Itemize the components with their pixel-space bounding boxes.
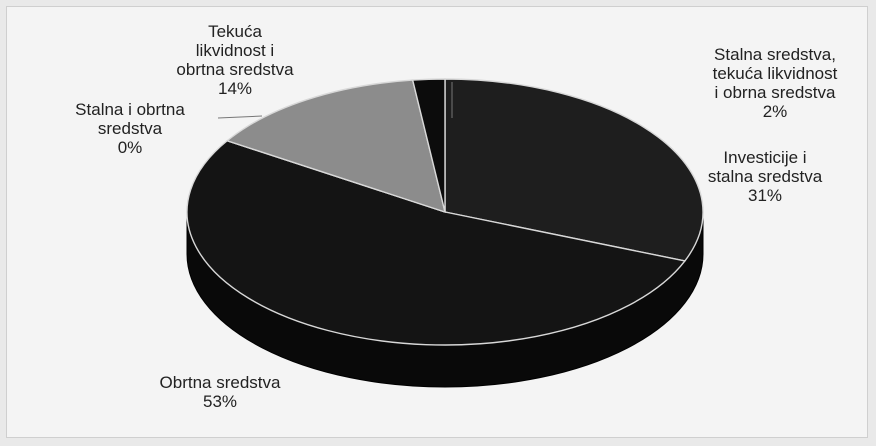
label-obrtna: Obrtna sredstva 53%: [159, 373, 281, 411]
pie-slice-obrtna-sredstva: [186, 139, 687, 346]
leader-lines: [217, 82, 453, 119]
label-stalna-obrtna: Stalna i obrtna sredstva 0%: [75, 100, 185, 157]
pie-slice-tekuca-likvidnost-i-obrtna-sredstva: [225, 79, 446, 214]
pie-slices: [186, 78, 704, 346]
pie-slice-investicije-i-stalna-sredstva: [444, 78, 704, 262]
label-stalna-sredstva: Stalna sredstva, tekuća likvidnost i obr…: [712, 45, 838, 121]
leader-line-0: [217, 115, 263, 119]
label-investicije: Investicije i stalna sredstva 31%: [707, 148, 823, 205]
pie-slice-stalna-sredstva-tekuca-likvidnost-i-obrna-sredstva: [411, 78, 446, 213]
label-tekuca: Tekuća likvidnost i obrtna sredstva 14%: [176, 22, 294, 98]
